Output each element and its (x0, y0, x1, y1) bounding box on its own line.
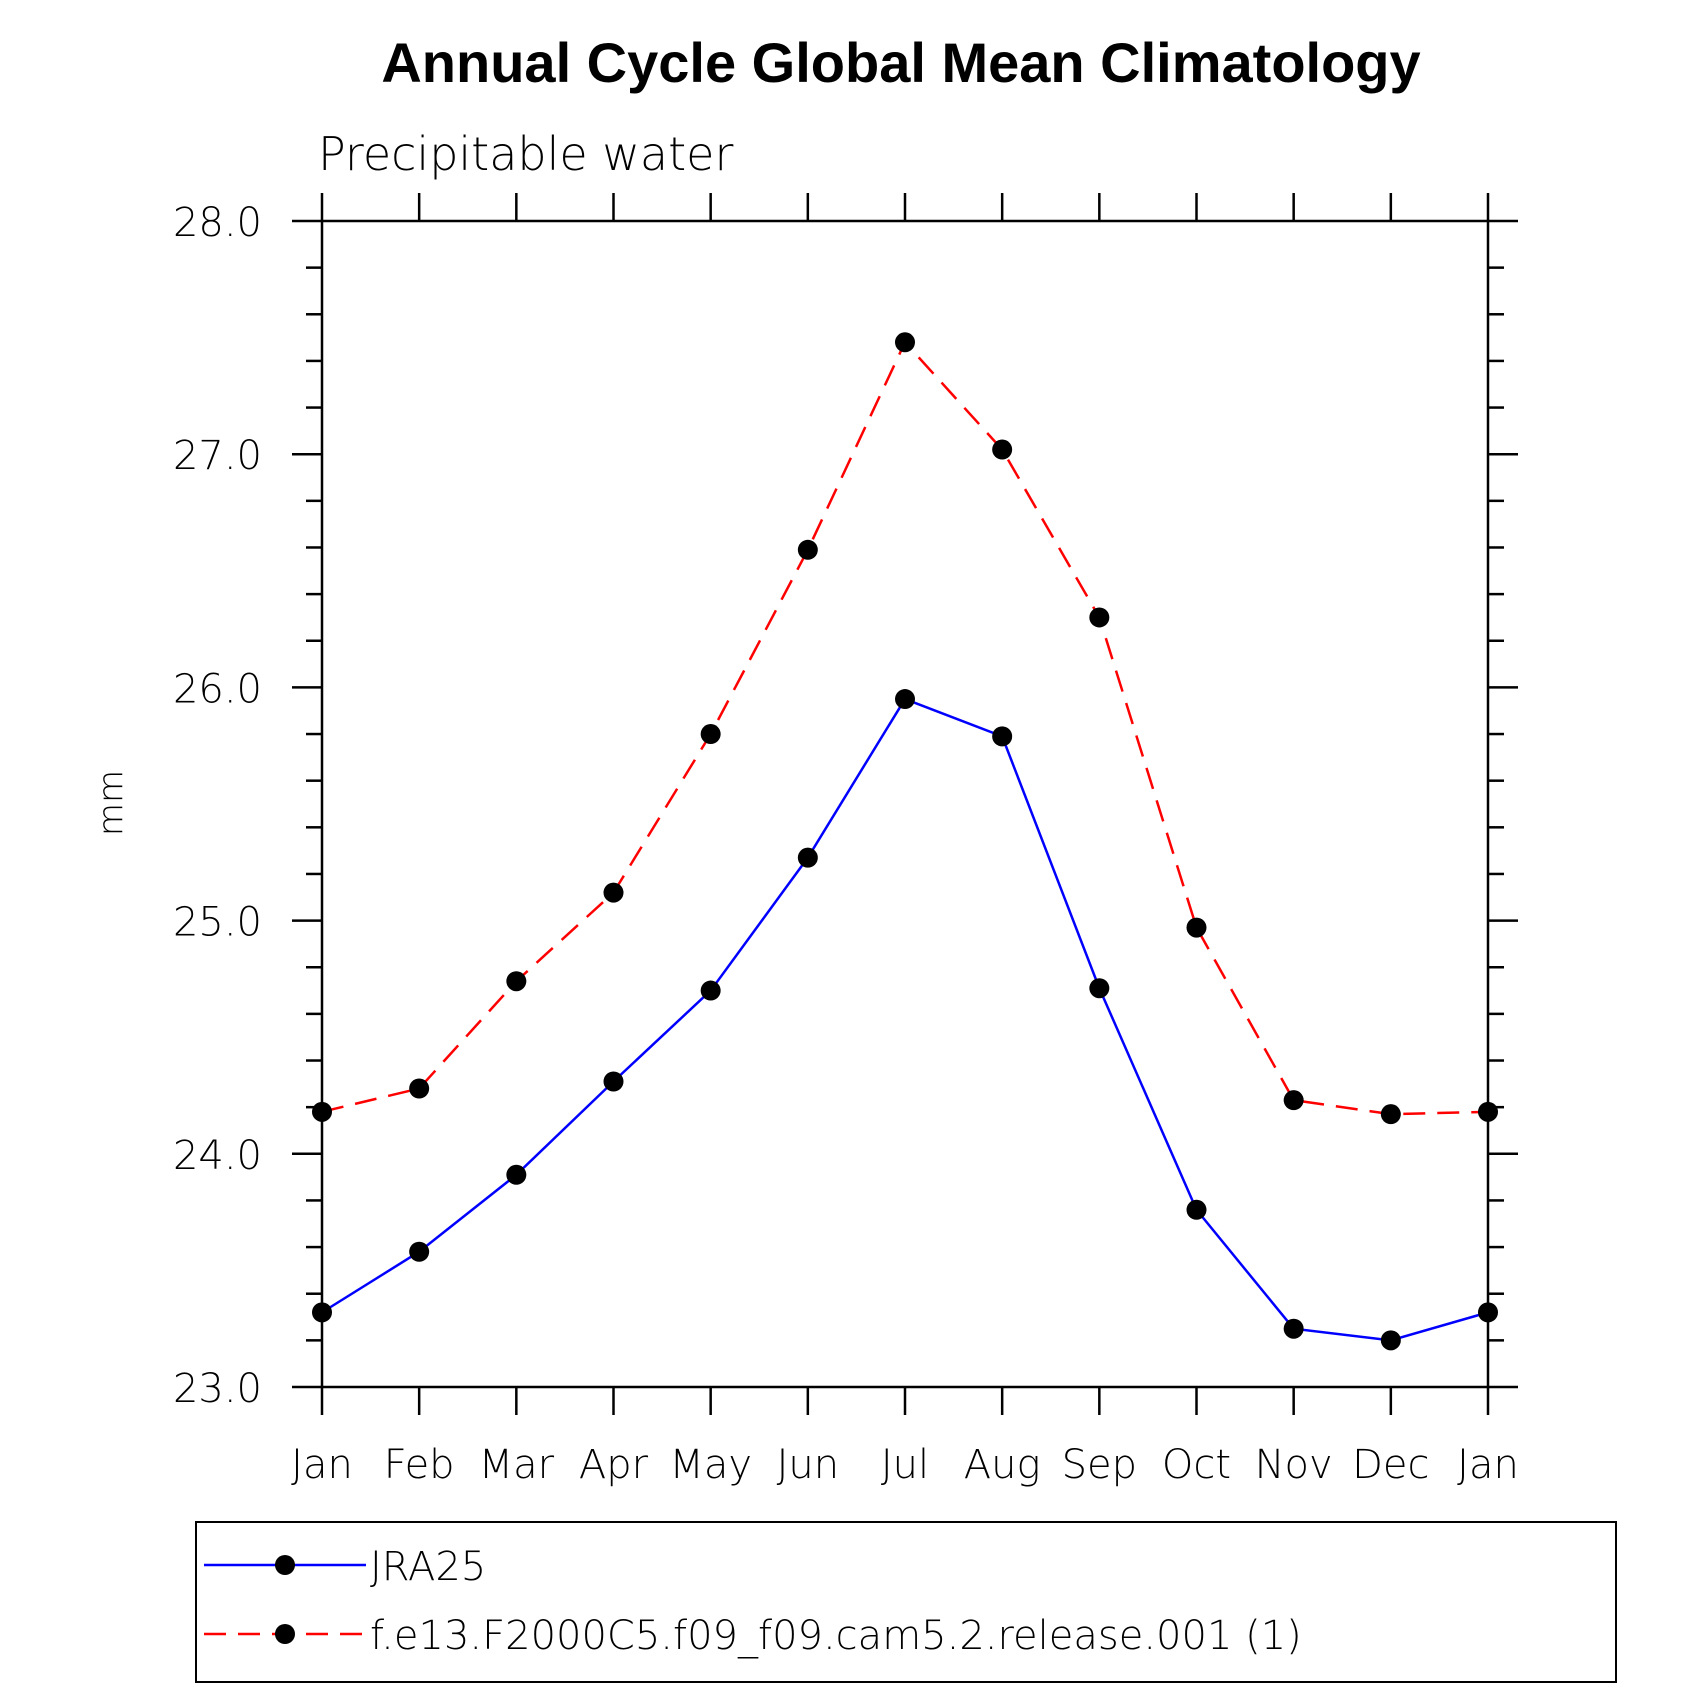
series-0-point (409, 1241, 430, 1262)
series-1-point (1186, 917, 1207, 938)
x-tick-label: Jun (777, 1442, 840, 1488)
x-tick-label: Feb (384, 1442, 455, 1488)
series-0-point (895, 689, 915, 710)
series-0-point (312, 1302, 332, 1323)
series-line-0 (321, 697, 1489, 1342)
series-0-point (797, 847, 818, 868)
data-markers (312, 332, 1498, 1351)
series-1-point (1089, 607, 1110, 628)
series-1-point (700, 724, 721, 745)
x-tick-label: Jan (291, 1442, 353, 1488)
y-tick-label: 28.0 (173, 200, 262, 246)
series-1-point (992, 439, 1013, 460)
y-tick-label: 26.0 (173, 666, 262, 712)
chart-title: Annual Cycle Global Mean Climatology (381, 31, 1420, 94)
series-0-point (1380, 1330, 1401, 1351)
x-tick-label: Sep (1062, 1442, 1137, 1488)
x-tick-label: Jan (1457, 1442, 1519, 1488)
y-axis-label: mm (91, 770, 131, 836)
y-tick-label: 23.0 (173, 1366, 262, 1412)
series-1-point (409, 1078, 430, 1099)
legend-marker-0 (275, 1555, 295, 1575)
legend-box (195, 1521, 1617, 1683)
series-0-point (992, 726, 1013, 747)
series-1-point (603, 882, 624, 903)
series-1-point (1380, 1104, 1401, 1125)
y-tick-label: 27.0 (173, 433, 262, 479)
series-line-1 (321, 340, 1489, 1116)
x-tick-label: Jul (881, 1442, 929, 1488)
chart-subtitle: Precipitable water (318, 127, 733, 181)
series-1-point (1478, 1101, 1498, 1122)
series-1-point (797, 539, 818, 560)
series-0-point (700, 980, 721, 1001)
x-tick-label: Oct (1162, 1442, 1231, 1488)
x-tick-label: Aug (964, 1442, 1041, 1488)
series-0-point (1186, 1199, 1207, 1220)
y-tick-label: 24.0 (173, 1133, 262, 1179)
series-1-point (506, 971, 527, 992)
series-0-point (603, 1071, 624, 1092)
x-tick-label: May (669, 1442, 752, 1488)
series-0-point (1283, 1318, 1304, 1339)
legend-label-1: f.e13.F2000C5.f09_f09.cam5.2.release.001… (370, 1613, 1302, 1659)
series-0-point (506, 1164, 527, 1185)
legend-label-0: JRA25 (370, 1544, 486, 1590)
series-1-point (1283, 1090, 1304, 1111)
series-1-point (895, 332, 915, 353)
legend: JRA25 f.e13.F2000C5.f09_f09.cam5.2.releas… (195, 1521, 1617, 1683)
series-1-point (312, 1101, 332, 1122)
axis-ticks: Jan Feb Mar Apr May Jun Jul Aug Sep Oct Nov Dec Jan 2… (173, 193, 1519, 1488)
series-lines (321, 340, 1489, 1342)
plot-frame (320, 219, 1490, 1389)
x-tick-label: Apr (579, 1442, 649, 1488)
x-tick-label: Nov (1255, 1442, 1333, 1488)
legend-marker-1 (275, 1624, 295, 1644)
y-tick-label: 25.0 (173, 900, 262, 946)
x-tick-label: Dec (1352, 1442, 1429, 1488)
x-tick-label: Mar (479, 1442, 555, 1488)
series-0-point (1478, 1302, 1498, 1323)
series-0-point (1089, 978, 1110, 999)
